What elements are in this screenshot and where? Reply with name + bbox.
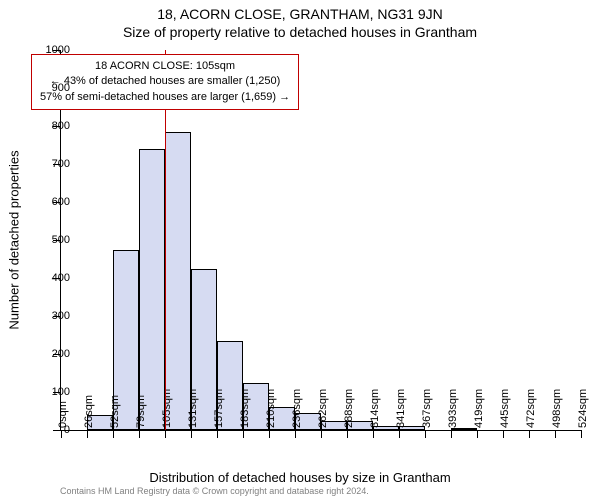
y-tick <box>53 430 61 431</box>
x-tick-label: 341sqm <box>395 389 407 428</box>
x-tick-label: 288sqm <box>343 389 355 428</box>
x-axis-label: Distribution of detached houses by size … <box>0 470 600 485</box>
x-tick <box>425 430 426 438</box>
page-subtitle: Size of property relative to detached ho… <box>0 24 600 40</box>
x-tick-label: 183sqm <box>239 389 251 428</box>
x-tick-label: 52sqm <box>109 395 121 428</box>
x-tick-label: 524sqm <box>577 389 589 428</box>
y-tick-label: 300 <box>52 310 70 322</box>
x-tick <box>295 430 296 438</box>
annotation-box: 18 ACORN CLOSE: 105sqm← 43% of detached … <box>31 54 299 110</box>
y-tick-label: 900 <box>52 82 70 94</box>
histogram-bar <box>451 428 477 430</box>
x-tick-label: 367sqm <box>421 389 433 428</box>
x-tick <box>529 430 530 438</box>
x-tick <box>191 430 192 438</box>
x-tick <box>555 430 556 438</box>
x-tick <box>165 430 166 438</box>
x-tick <box>477 430 478 438</box>
x-tick-label: 262sqm <box>317 389 329 428</box>
x-tick <box>451 430 452 438</box>
x-tick-label: 210sqm <box>265 389 277 428</box>
x-tick <box>269 430 270 438</box>
x-tick-label: 131sqm <box>187 389 199 428</box>
y-tick-label: 200 <box>52 348 70 360</box>
x-tick-label: 26sqm <box>83 395 95 428</box>
y-tick-label: 500 <box>52 234 70 246</box>
annotation-line: 18 ACORN CLOSE: 105sqm <box>40 59 290 74</box>
x-tick-label: 105sqm <box>161 389 173 428</box>
y-tick-label: 1000 <box>46 44 70 56</box>
x-tick-label: 445sqm <box>499 389 511 428</box>
x-tick-label: 498sqm <box>551 389 563 428</box>
x-tick <box>87 430 88 438</box>
x-tick-label: 236sqm <box>291 389 303 428</box>
x-tick <box>503 430 504 438</box>
histogram-bar <box>139 149 165 430</box>
y-tick-label: 400 <box>52 272 70 284</box>
x-tick <box>581 430 582 438</box>
x-tick <box>217 430 218 438</box>
footer-attribution: Contains HM Land Registry data © Crown c… <box>60 486 369 497</box>
x-tick <box>139 430 140 438</box>
x-tick <box>373 430 374 438</box>
x-tick <box>399 430 400 438</box>
x-tick-label: 419sqm <box>473 389 485 428</box>
y-tick-label: 0 <box>64 424 70 436</box>
footer-line-1: Contains HM Land Registry data © Crown c… <box>60 486 369 497</box>
x-tick-label: 314sqm <box>369 389 381 428</box>
x-tick <box>243 430 244 438</box>
y-tick-label: 100 <box>52 386 70 398</box>
x-tick <box>347 430 348 438</box>
x-tick-label: 79sqm <box>135 395 147 428</box>
y-tick-label: 600 <box>52 196 70 208</box>
page-title: 18, ACORN CLOSE, GRANTHAM, NG31 9JN <box>0 6 600 22</box>
y-tick-label: 800 <box>52 120 70 132</box>
y-axis-label: Number of detached properties <box>7 150 22 329</box>
histogram-bar <box>165 132 191 430</box>
histogram-chart: 0sqm26sqm52sqm79sqm105sqm131sqm157sqm183… <box>60 50 581 431</box>
annotation-line: 57% of semi-detached houses are larger (… <box>40 90 290 105</box>
y-tick-label: 700 <box>52 158 70 170</box>
x-tick <box>113 430 114 438</box>
x-tick <box>61 430 62 438</box>
x-tick <box>321 430 322 438</box>
x-tick-label: 157sqm <box>213 389 225 428</box>
x-tick-label: 472sqm <box>525 389 537 428</box>
annotation-line: ← 43% of detached houses are smaller (1,… <box>40 74 290 89</box>
x-tick-label: 393sqm <box>447 389 459 428</box>
